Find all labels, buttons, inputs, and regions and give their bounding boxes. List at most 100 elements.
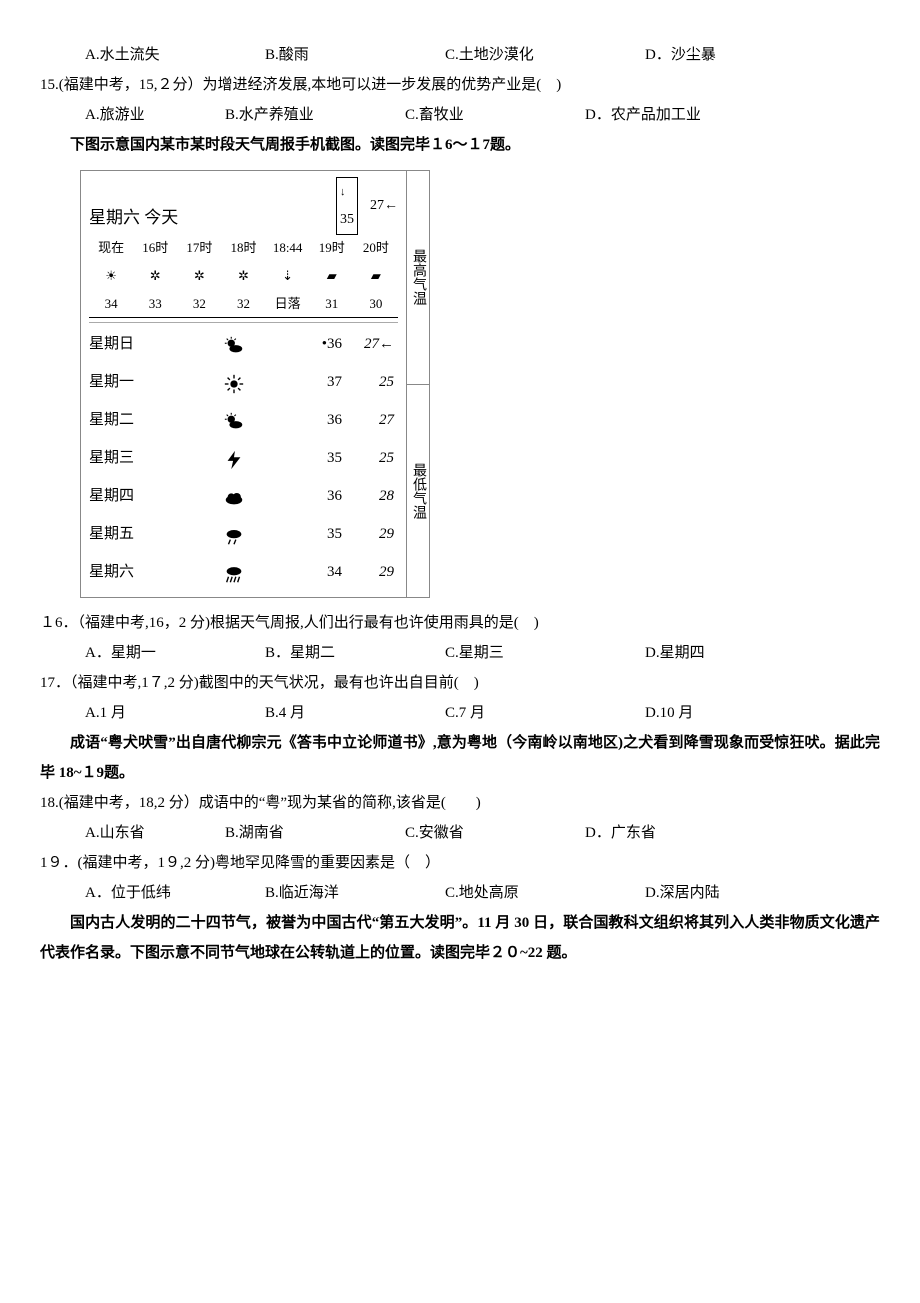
hour-label: 18时: [221, 235, 265, 261]
hour-label: 17时: [177, 235, 221, 261]
daily-row: 星期四 3628: [89, 477, 398, 515]
side-hi-label: 最高气温: [407, 171, 429, 385]
hour-temp: 32: [177, 291, 221, 318]
hour-label: 20时: [354, 235, 398, 261]
q16-opt-a: A．星期一: [85, 638, 265, 668]
q14-opt-b: B.酸雨: [265, 40, 445, 70]
q17-opt-b: B.4 月: [265, 698, 445, 728]
day-high: 34: [298, 557, 348, 587]
day-high: 36: [298, 405, 348, 435]
day-high: 35: [298, 519, 348, 549]
q18-opt-b: B.湖南省: [225, 818, 405, 848]
hour-label: 现在: [89, 235, 133, 261]
q15-opt-a: A.旅游业: [85, 100, 225, 130]
q18-options: A.山东省 B.湖南省 C.安徽省 D．广东省: [85, 818, 880, 848]
q19-stem: 1９．(福建中考，1９,2 分)粤地罕见降雪的重要因素是（ ）: [40, 848, 880, 878]
q14-opt-a: A.水土流失: [85, 40, 265, 70]
day-low: 28: [348, 481, 398, 511]
q14-opt-d: D．沙尘暴: [645, 40, 845, 70]
day-low: 27: [348, 405, 398, 435]
q18-opt-a: A.山东省: [85, 818, 225, 848]
day-low: 29: [348, 519, 398, 549]
daily-row: 星期五 3529: [89, 515, 398, 553]
hour-temp: 日落: [266, 291, 310, 318]
day-high: •36: [298, 329, 348, 359]
q17-stem: 17．（福建中考,1７,2 分)截图中的天气状况，最有也许出自目前( ): [40, 668, 880, 698]
q15-opt-b: B.水产养殖业: [225, 100, 405, 130]
hour-label: 19时: [310, 235, 354, 261]
q17-options: A.1 月 B.4 月 C.7 月 D.10 月: [85, 698, 880, 728]
intro-16-17: 下图示意国内某市某时段天气周报手机截图。读图完毕１6～１7题。: [40, 130, 880, 160]
sunset-icon: ⇣: [266, 263, 310, 289]
q19-opt-a: A．位于低纬: [85, 878, 265, 908]
q18-opt-c: C.安徽省: [405, 818, 585, 848]
cloud-rain-icon: [169, 516, 298, 552]
q15-opt-d: D．农产品加工业: [585, 100, 765, 130]
today-hi: ↓35: [336, 177, 358, 235]
sun-cloud-icon: [169, 326, 298, 362]
q16-opt-b: B．星期二: [265, 638, 445, 668]
day-label: 星期四: [89, 481, 169, 511]
hour-icon: ✲: [221, 263, 265, 289]
today-label: 星期六 今天: [89, 201, 336, 235]
daily-row: 星期日 •3627←: [89, 325, 398, 363]
daily-row: 星期三 3525: [89, 439, 398, 477]
q16-options: A．星期一 B．星期二 C.星期三 D.星期四: [85, 638, 880, 668]
q15-stem: 15.(福建中考，15,２分）为增进经济发展,本地可以进一步发展的优势产业是( …: [40, 70, 880, 100]
today-lo: 27←: [370, 192, 398, 220]
hour-icon: ☀: [89, 263, 133, 289]
q14-options: A.水土流失 B.酸雨 C.土地沙漠化 D．沙尘暴: [85, 40, 880, 70]
q18-opt-d: D．广东省: [585, 818, 765, 848]
hour-icon: ✲: [177, 263, 221, 289]
q17-opt-a: A.1 月: [85, 698, 265, 728]
day-high: 36: [298, 481, 348, 511]
q16-stem: １6．（福建中考,16，2 分)根据天气周报,人们出行最有也许使用雨具的是( ): [40, 608, 880, 638]
day-low: 25: [348, 367, 398, 397]
hour-temp: 30: [354, 291, 398, 318]
q19-opt-b: B.临近海洋: [265, 878, 445, 908]
cloud-icon: [169, 478, 298, 514]
q19-options: A．位于低纬 B.临近海洋 C.地处高原 D.深居内陆: [85, 878, 880, 908]
q15-options: A.旅游业 B.水产养殖业 C.畜牧业 D．农产品加工业: [85, 100, 880, 130]
hour-temp: 33: [133, 291, 177, 318]
day-label: 星期日: [89, 329, 169, 359]
q17-opt-d: D.10 月: [645, 698, 845, 728]
daily-row: 星期六 3429: [89, 553, 398, 591]
daily-row: 星期一3725: [89, 363, 398, 401]
day-label: 星期五: [89, 519, 169, 549]
intro-20-22: 国内古人发明的二十四节气，被誉为中国古代“第五大发明”。11 月 30 日，联合…: [40, 908, 880, 968]
q19-opt-d: D.深居内陆: [645, 878, 845, 908]
daily-forecast: 星期日•3627←星期一3725星期二3627星期三3525星期四3628星期五…: [89, 325, 398, 591]
bolt-icon: [169, 440, 298, 476]
sun-cloud-icon: [169, 402, 298, 438]
q14-opt-c: C.土地沙漠化: [445, 40, 645, 70]
heavy-rain-icon: [169, 554, 298, 590]
hour-temp: 32: [221, 291, 265, 318]
hour-label: 16时: [133, 235, 177, 261]
day-low: 27←: [348, 329, 398, 359]
hour-temp: 31: [310, 291, 354, 318]
day-high: 37: [298, 367, 348, 397]
q16-opt-d: D.星期四: [645, 638, 845, 668]
q19-opt-c: C.地处高原: [445, 878, 645, 908]
hour-icon: ▰: [354, 263, 398, 289]
q15-opt-c: C.畜牧业: [405, 100, 585, 130]
hour-icon: ✲: [133, 263, 177, 289]
side-lo-label: 最低气温: [407, 385, 429, 598]
weather-phone: 星期六 今天 ↓35 27← 现在 16时 17时 18时 18:44 19时 …: [80, 170, 430, 598]
q16-opt-c: C.星期三: [445, 638, 645, 668]
day-low: 25: [348, 443, 398, 473]
q17-opt-c: C.7 月: [445, 698, 645, 728]
hour-temp: 34: [89, 291, 133, 318]
day-label: 星期三: [89, 443, 169, 473]
q18-stem: 18.(福建中考，18,2 分）成语中的“粤”现为某省的简称,该省是( ): [40, 788, 880, 818]
hour-icon: ▰: [310, 263, 354, 289]
day-high: 35: [298, 443, 348, 473]
day-label: 星期二: [89, 405, 169, 435]
day-low: 29: [348, 557, 398, 587]
intro-18-19: 成语“粤犬吠雪”出自唐代柳宗元《答韦中立论师道书》,意为粤地（今南岭以南地区)之…: [40, 728, 880, 788]
day-label: 星期六: [89, 557, 169, 587]
sun-icon: [169, 364, 298, 400]
hour-label: 18:44: [266, 235, 310, 261]
daily-row: 星期二 3627: [89, 401, 398, 439]
